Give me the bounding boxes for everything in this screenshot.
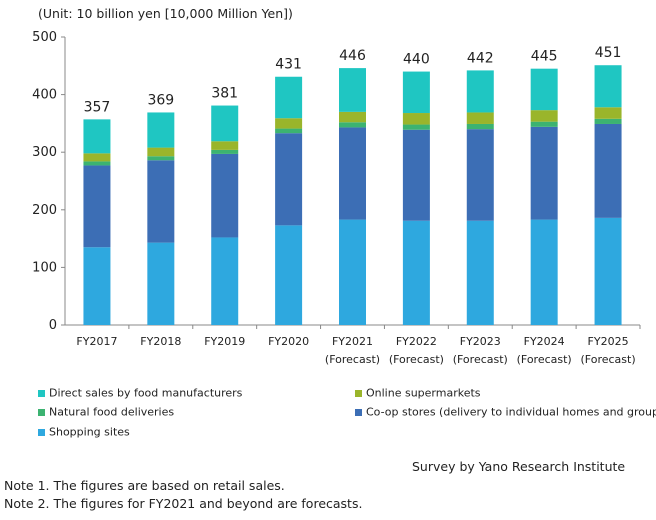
bar-total-label: 451 [595,45,622,61]
bar-segment [530,68,558,111]
bar-segment [211,153,239,238]
bar-segment [211,105,239,142]
unit-label: (Unit: 10 billion yen [10,000 Million Ye… [38,6,293,21]
bar-segment [402,71,430,114]
legend-swatch [38,408,45,416]
x-tick-label: FY2019 [204,335,245,348]
y-tick-label: 0 [49,318,57,333]
x-tick-label: FY2024 [524,335,565,348]
bar-segment [594,118,622,124]
bar-segment [466,112,494,124]
bar-total-label: 357 [84,99,111,115]
x-tick-label: FY2020 [268,335,309,348]
x-tick-sublabel: (Forecast) [453,353,508,366]
x-tick-sublabel: (Forecast) [325,353,380,366]
legend-item-direct-sales: Direct sales by food manufacturers [38,386,242,400]
x-tick-sublabel: (Forecast) [517,353,572,366]
bar-segment [402,129,430,221]
bar-segment [147,160,175,243]
y-tick-label: 200 [32,203,57,218]
legend-item-coop-stores: Co-op stores (delivery to individual hom… [355,405,656,419]
legend-swatch [355,389,362,397]
bar-segment [275,133,303,226]
note-2: Note 2. The figures for FY2021 and beyon… [4,496,363,511]
bar-total-label: 431 [275,57,302,73]
bar-segment [83,119,111,154]
bar-segment [594,217,622,325]
bar-segment [83,165,111,248]
stacked-bar-chart: 0 100 200 300 400 500 357 FY2017 369 FY2018 381 FY… [32,30,641,366]
bar-segment [339,219,366,325]
legend-item-shopping-sites: Shopping sites [38,425,130,439]
bar-segment [594,123,622,218]
bar-segment [339,111,366,123]
y-tick-label: 100 [32,260,57,275]
legend-swatch [355,408,362,416]
bar-segment [402,113,430,125]
bar-total-label: 381 [211,86,238,102]
bar-total-label: 446 [339,48,366,64]
bar-segment [83,247,111,325]
bar-segment [83,161,111,166]
x-tick-label: FY2023 [460,335,501,348]
bar-segment [339,122,366,128]
bar-total-label: 440 [403,52,430,68]
bar-segment [530,110,558,122]
bar-segment [211,141,239,150]
x-tick-label: FY2018 [140,335,181,348]
bar-segment [402,220,430,325]
legend-item-natural-food: Natural food deliveries [38,405,174,419]
bar-segment [147,147,175,157]
bar-segment [530,121,558,127]
legend-swatch [38,428,45,436]
bar-segment [211,237,239,325]
bar-total-label: 445 [531,49,558,65]
bar-segment [147,112,175,148]
bar-segment [466,220,494,325]
x-tick-label: FY2021 [332,335,373,348]
x-tick-sublabel: (Forecast) [389,353,444,366]
y-tick-label: 500 [32,30,57,45]
bar-segment [211,149,239,154]
bar-segment [339,68,366,112]
bar-segment [339,127,366,220]
bar-segment [594,107,622,119]
y-tick-label: 400 [32,88,57,103]
bar-segment [466,123,494,130]
y-tick-label: 300 [32,145,57,160]
x-tick-label: FY2022 [396,335,437,348]
x-tick-label: FY2025 [588,335,629,348]
bar-segment [466,70,494,113]
bar-segment [594,65,622,108]
bar-total-label: 442 [467,50,494,66]
legend-swatch [38,389,45,397]
bar-segment [275,118,303,129]
x-tick-label: FY2017 [76,335,117,348]
bar-segment [402,124,430,130]
bar-segment [530,219,558,325]
x-tick-sublabel: (Forecast) [580,353,635,366]
bar-segment [275,76,303,119]
bar-total-label: 369 [147,92,174,108]
bars [83,65,622,325]
bar-segment [466,129,494,221]
bar-segment [275,225,303,325]
bar-segment [147,156,175,161]
legend-item-online-supermarkets: Online supermarkets [355,386,481,400]
note-1: Note 1. The figures are based on retail … [4,478,285,493]
bar-segment [147,242,175,325]
bar-segment [530,126,558,220]
bar-segment [275,128,303,134]
labels: 357 FY2017 369 FY2018 381 FY2019 431 FY2020 446 F… [76,45,635,366]
source-credit: Survey by Yano Research Institute [412,459,626,474]
bar-segment [83,153,111,162]
